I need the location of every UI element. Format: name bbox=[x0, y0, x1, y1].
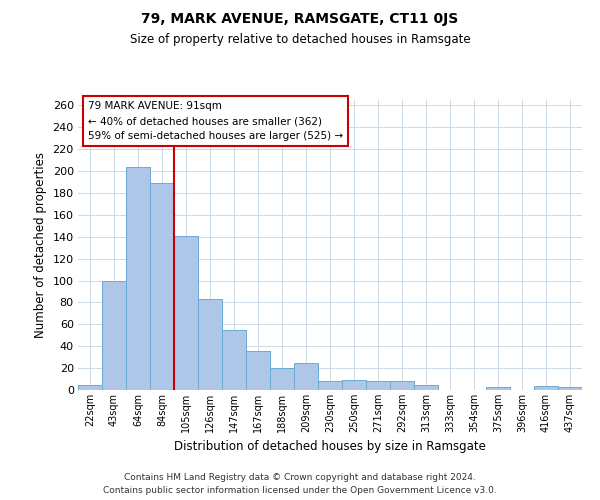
Text: 79, MARK AVENUE, RAMSGATE, CT11 0JS: 79, MARK AVENUE, RAMSGATE, CT11 0JS bbox=[142, 12, 458, 26]
Bar bbox=[270, 368, 294, 390]
Text: Size of property relative to detached houses in Ramsgate: Size of property relative to detached ho… bbox=[130, 32, 470, 46]
Bar bbox=[222, 330, 246, 390]
Bar bbox=[150, 183, 174, 390]
Bar bbox=[102, 280, 126, 390]
Text: Contains public sector information licensed under the Open Government Licence v3: Contains public sector information licen… bbox=[103, 486, 497, 495]
Bar bbox=[294, 362, 318, 390]
Bar bbox=[558, 386, 582, 390]
Bar bbox=[342, 380, 366, 390]
Bar bbox=[414, 384, 438, 390]
Bar bbox=[366, 381, 390, 390]
Bar bbox=[486, 386, 510, 390]
Bar bbox=[390, 381, 414, 390]
Text: Contains HM Land Registry data © Crown copyright and database right 2024.: Contains HM Land Registry data © Crown c… bbox=[124, 474, 476, 482]
Bar bbox=[198, 299, 222, 390]
Bar bbox=[246, 350, 270, 390]
Bar bbox=[78, 384, 102, 390]
X-axis label: Distribution of detached houses by size in Ramsgate: Distribution of detached houses by size … bbox=[174, 440, 486, 454]
Y-axis label: Number of detached properties: Number of detached properties bbox=[34, 152, 47, 338]
Bar bbox=[174, 236, 198, 390]
Text: 79 MARK AVENUE: 91sqm
← 40% of detached houses are smaller (362)
59% of semi-det: 79 MARK AVENUE: 91sqm ← 40% of detached … bbox=[88, 102, 343, 141]
Bar bbox=[534, 386, 558, 390]
Bar bbox=[126, 167, 150, 390]
Bar bbox=[318, 381, 342, 390]
